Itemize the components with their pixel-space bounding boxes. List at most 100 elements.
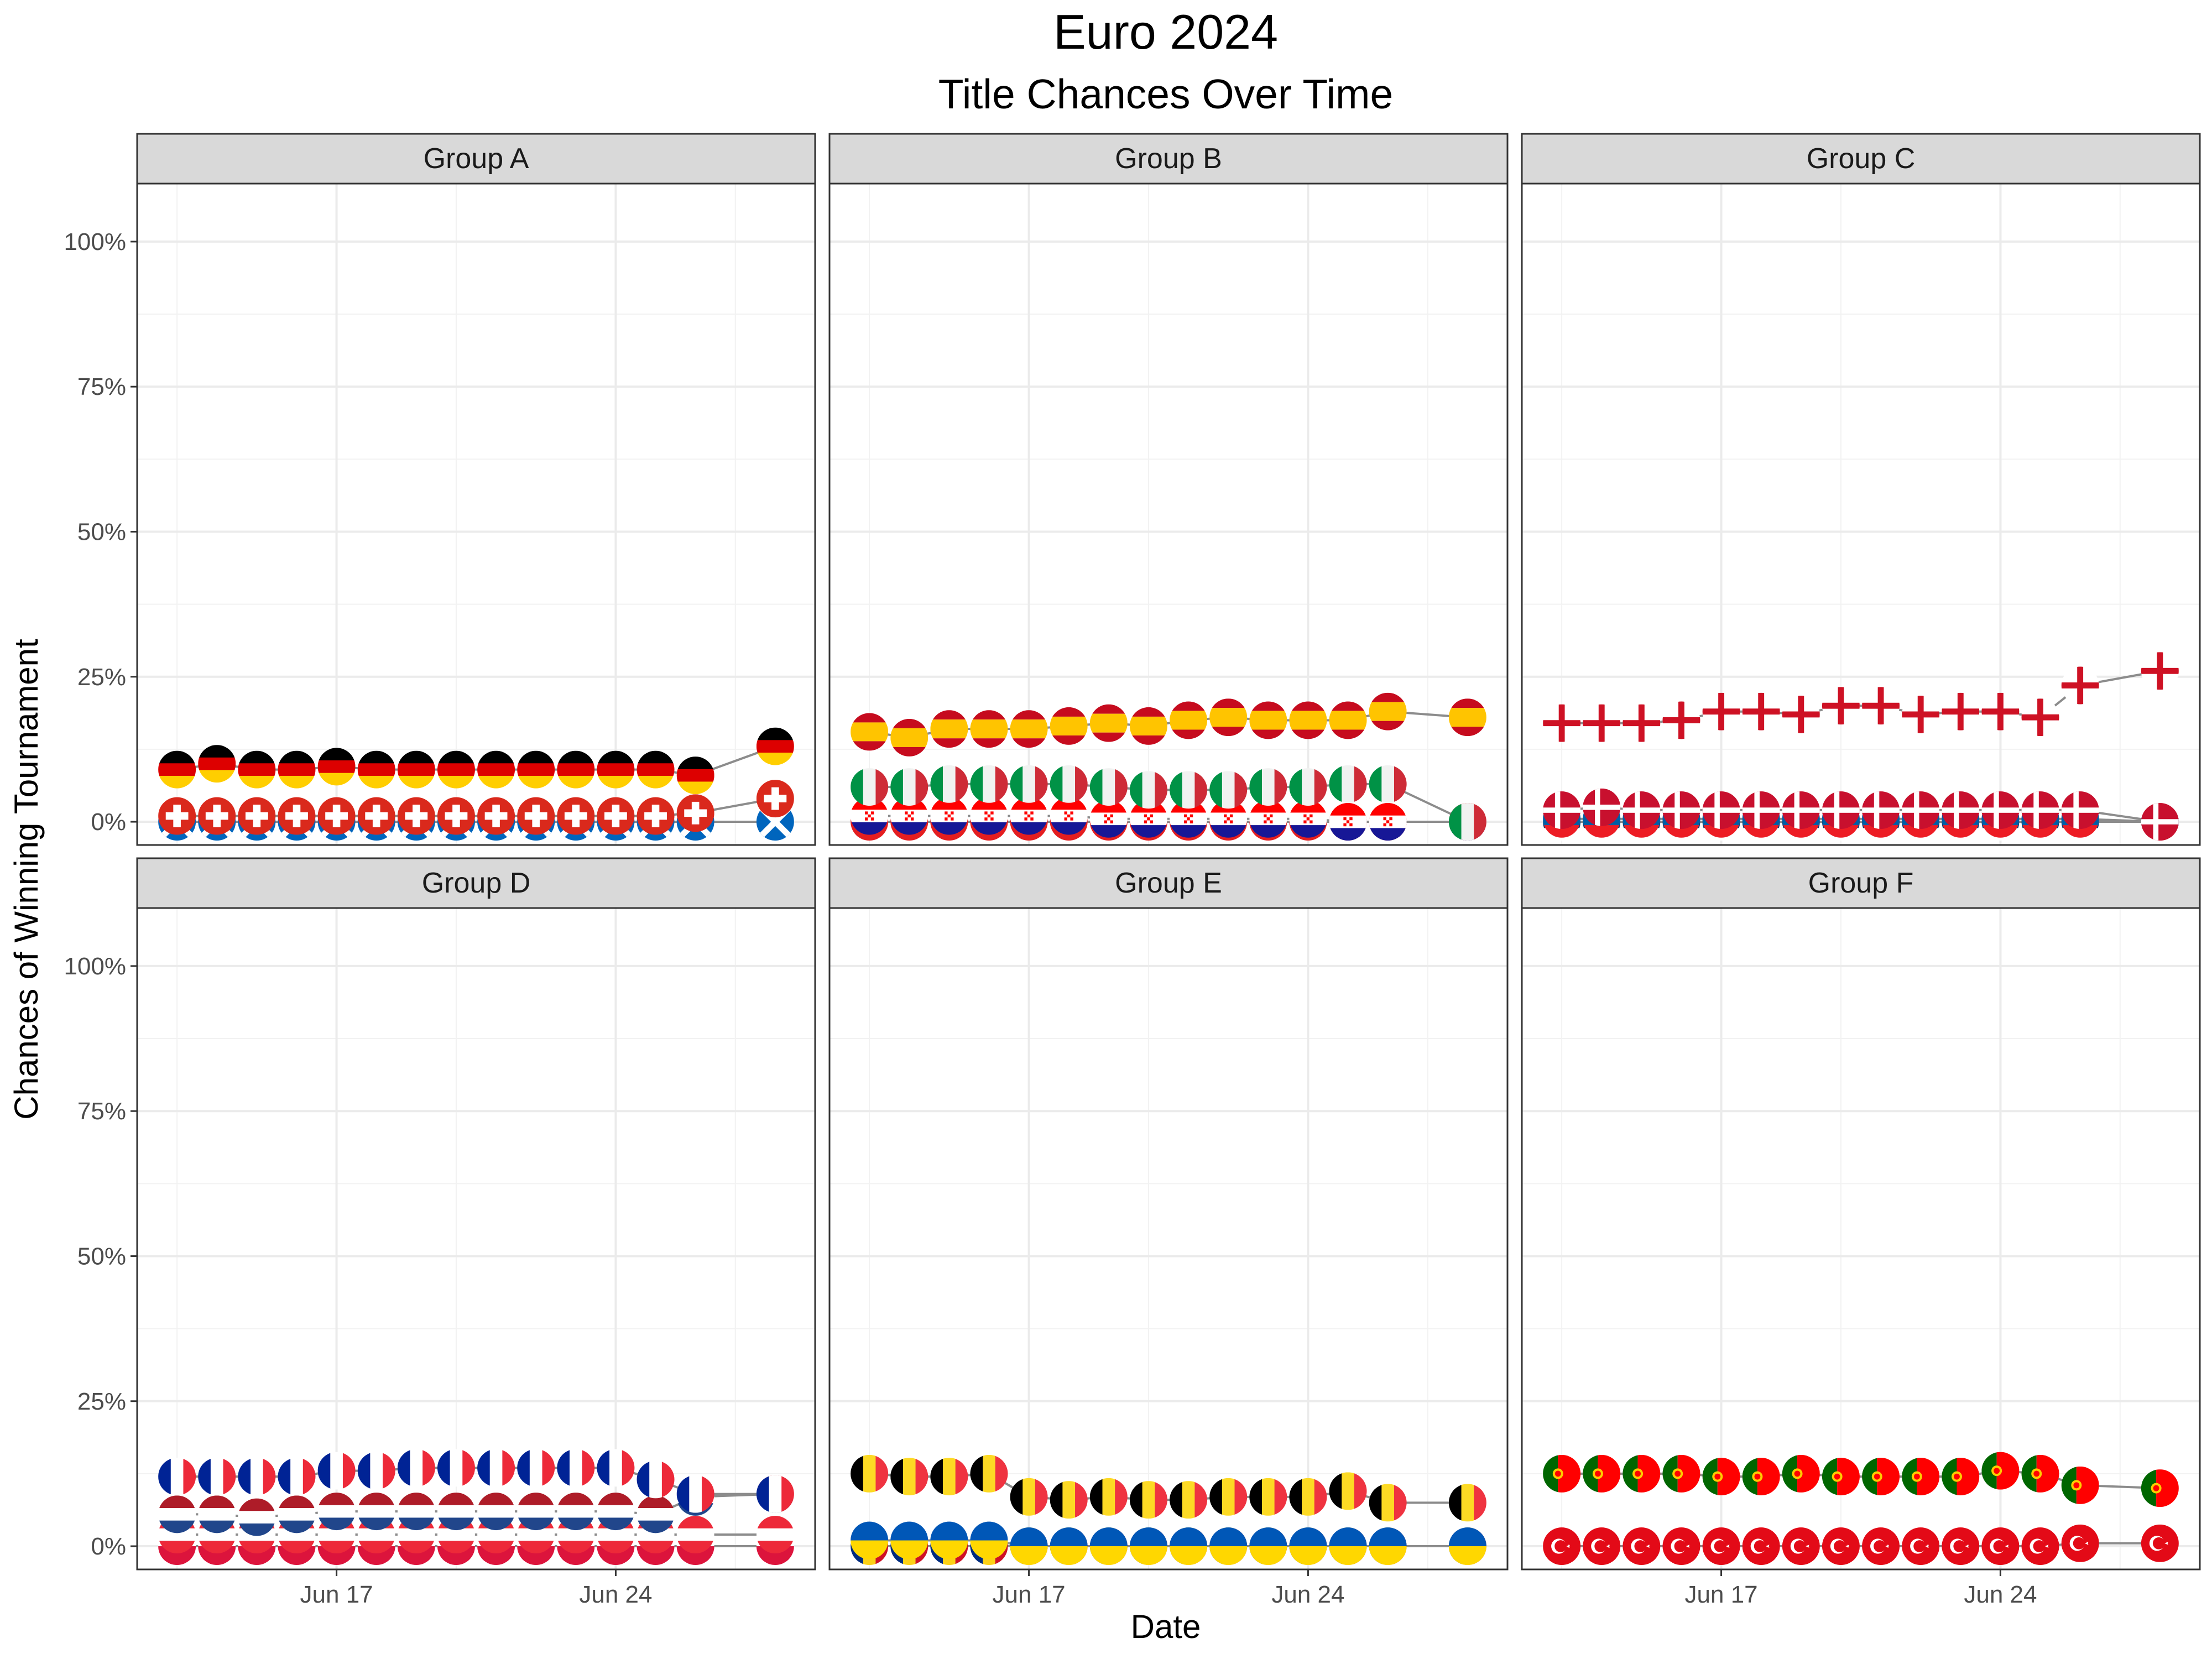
belgium-flag-point [1369,1484,1407,1522]
panel-border [828,907,1509,1571]
facet-strip-label: Group F [1808,867,1914,899]
ukraine-flag-point [1050,1527,1088,1566]
turkey-flag-point [1942,1527,1980,1566]
germany-flag-point [557,750,595,789]
spain-flag-point [1329,701,1367,739]
denmark-flag-point [1543,791,1581,830]
netherlands-flag-point [198,1495,236,1533]
england-flag-point [2061,666,2099,705]
chart-subtitle: Title Chances Over Time [938,71,1393,117]
germany-flag-point [317,748,356,786]
belgium-flag-point [1329,1472,1367,1510]
belgium-flag-point [851,1454,889,1493]
belgium-flag-point [890,1458,928,1496]
england-flag-point [1702,692,1740,731]
facet-strip [136,133,816,185]
denmark-flag-point [1942,791,1980,830]
england-flag-point [2021,698,2059,737]
germany-flag-point [756,727,794,765]
markers-croatia [851,797,1486,841]
facet-strip-label: Group B [1115,143,1222,175]
markers-denmark [1543,788,2179,841]
y-tick-label: 25% [77,664,126,691]
england-flag-point [1822,687,1860,725]
switzerland-flag-point [637,797,675,835]
spain-flag-point [1089,704,1128,742]
netherlands-flag-point [397,1493,435,1531]
ukraine-flag-point [1448,1527,1486,1566]
switzerland-flag-point [238,797,276,835]
plot-background [137,908,815,1569]
germany-flag-point [676,757,714,795]
england-flag-point [1583,704,1621,742]
belgium-flag-point [1010,1478,1048,1516]
belgium-flag-point [1209,1478,1248,1516]
turkey-flag-point [1623,1527,1661,1566]
spain-flag-point [1249,701,1287,739]
italy-flag-point [1089,768,1128,806]
denmark-flag-point [1981,791,2020,830]
france-flag-point [477,1449,515,1487]
denmark-flag-point [1702,791,1740,830]
denmark-flag-point [2141,803,2179,841]
croatia-flag-point [970,797,1008,835]
england-flag-point [1742,692,1780,731]
markers-switzerland [158,780,794,835]
portugal-flag-point [2141,1469,2179,1507]
spain-flag-point [1209,698,1248,737]
germany-flag-point [238,750,276,789]
facet-strip [1521,133,2201,185]
portugal-flag-point [1623,1454,1661,1493]
belgium-flag-point [1089,1478,1128,1516]
spain-flag-point [1050,707,1088,745]
facet-panel: Group E Jun 17 Jun 24 [828,857,1509,1608]
markers-turkey [1543,1524,2179,1566]
italy-flag-point [1249,768,1287,806]
y-tick-label: 0% [91,808,126,836]
england-flag-point [1543,704,1581,742]
turkey-flag-point [1782,1527,1820,1566]
netherlands-flag-point [158,1495,196,1533]
croatia-flag-point [930,797,968,835]
france-flag-point [756,1475,794,1513]
belgium-flag-point [1170,1481,1208,1519]
germany-flag-point [637,750,675,789]
croatia-flag-point [1089,800,1128,838]
germany-flag-point [158,750,196,789]
italy-flag-point [1289,768,1327,806]
panel-border [828,182,1509,846]
italy-flag-point [1010,765,1048,803]
england-flag-point [1623,704,1661,742]
germany-flag-point [517,750,555,789]
spain-flag-point [851,713,889,751]
turkey-flag-point [1981,1527,2020,1566]
france-flag-point [198,1458,236,1496]
italy-flag-point [851,768,889,806]
denmark-flag-point [1583,788,1621,826]
denmark-flag-point [1623,791,1661,830]
spain-flag-point [930,710,968,748]
denmark-flag-point [1902,791,1940,830]
x-axis-title: Date [1131,1608,1201,1645]
netherlands-flag-point [238,1498,276,1536]
y-axis-title: Chances of Winning Tournament [8,639,45,1120]
plot-background [830,908,1507,1569]
england-flag-point [1782,695,1820,733]
spain-flag-point [1010,710,1048,748]
switzerland-flag-point [597,797,635,835]
portugal-flag-point [1822,1458,1860,1496]
facet-strip-label: Group E [1115,867,1222,899]
austria-flag-point [676,1516,714,1554]
panel-border [1521,907,2201,1571]
ukraine-flag-point [1129,1527,1167,1566]
france-flag-point [357,1452,395,1490]
markers-belgium [851,1454,1486,1522]
germany-flag-point [437,750,475,789]
spain-flag-point [970,710,1008,748]
markers-netherlands [158,1475,794,1536]
turkey-flag-point [1742,1527,1780,1566]
facet-panel: Group C [1521,133,2201,846]
france-flag-point [517,1449,555,1487]
y-tick-label: 25% [77,1388,126,1415]
